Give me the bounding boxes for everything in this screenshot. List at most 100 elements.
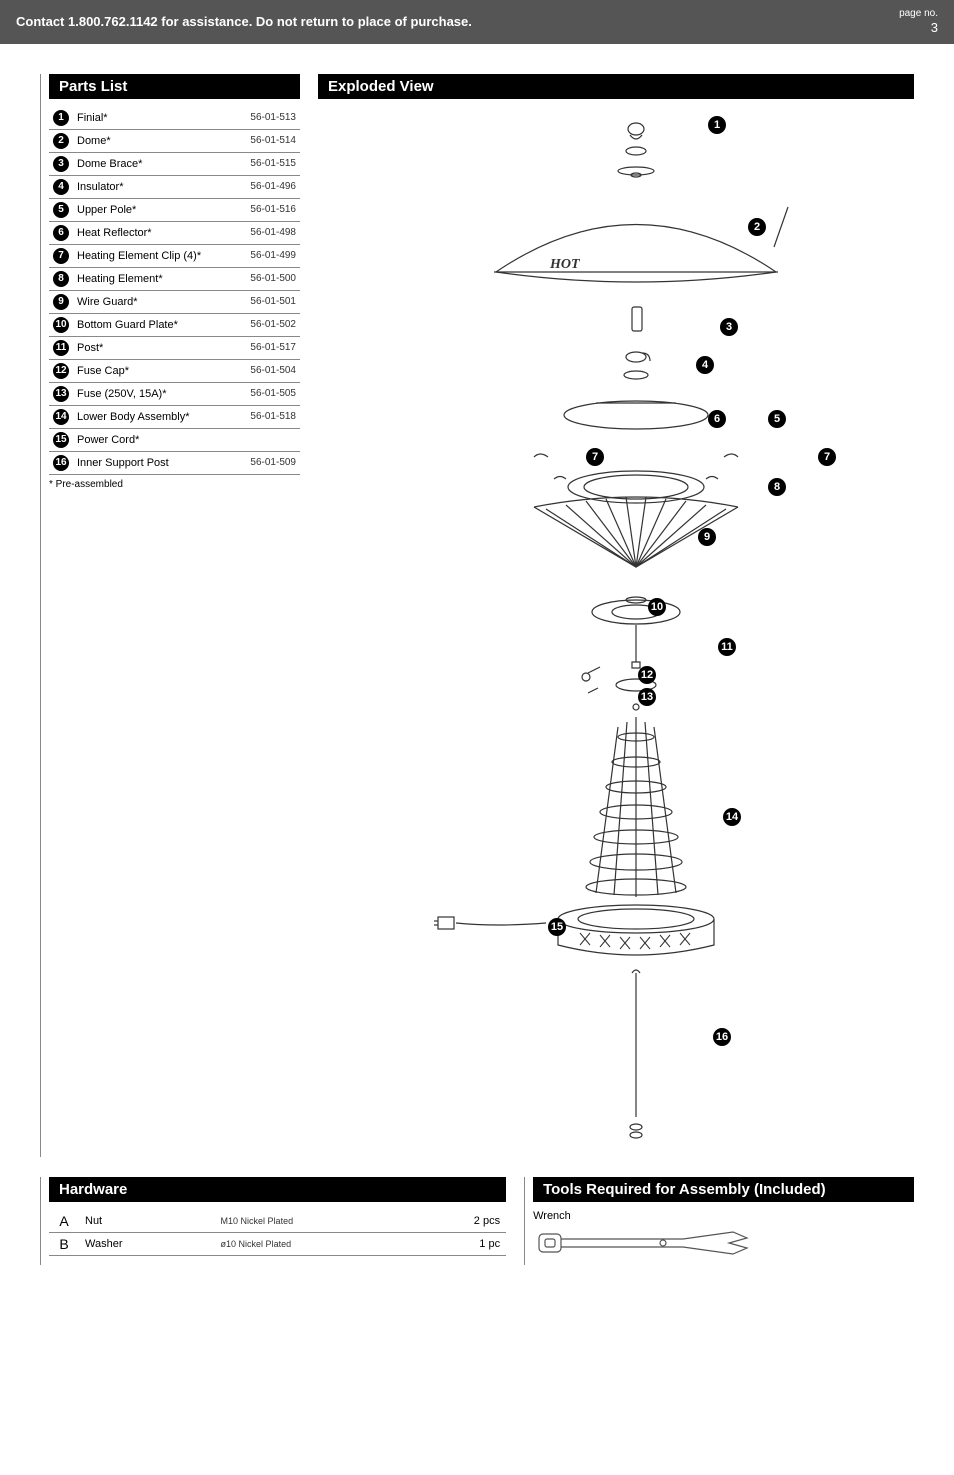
table-row: 8Heating Element*56-01-500 xyxy=(49,267,300,290)
callout-number-badge: 5 xyxy=(768,410,786,428)
callout-number-badge: 14 xyxy=(723,808,741,826)
part-code: 56-01-501 xyxy=(235,290,300,313)
callout-number-badge: 10 xyxy=(648,598,666,616)
part-name: Finial* xyxy=(73,107,235,130)
hardware-letter: A xyxy=(49,1210,79,1233)
callout-number-badge: 13 xyxy=(638,688,656,706)
parts-list-table: 1Finial*56-01-5132Dome*56-01-5143Dome Br… xyxy=(49,107,300,475)
part-number-badge: 3 xyxy=(53,156,69,172)
hardware-qty: 2 pcs xyxy=(446,1210,506,1233)
callout-number-badge: 8 xyxy=(768,478,786,496)
hardware-header: Hardware xyxy=(49,1177,506,1202)
hardware-qty: 1 pc xyxy=(446,1232,506,1255)
table-row: 12Fuse Cap*56-01-504 xyxy=(49,359,300,382)
part-name: Lower Body Assembly* xyxy=(73,405,235,428)
table-row: 5Upper Pole*56-01-516 xyxy=(49,198,300,221)
diagram-callout: 7 xyxy=(818,447,836,466)
callout-number-badge: 16 xyxy=(713,1028,731,1046)
part-name: Wire Guard* xyxy=(73,290,235,313)
wrench-label: Wrench xyxy=(533,1210,914,1222)
part-name: Inner Support Post xyxy=(73,451,235,474)
part-code: 56-01-499 xyxy=(235,244,300,267)
part-number-badge: 10 xyxy=(53,317,69,333)
part-number-badge: 15 xyxy=(53,432,69,448)
parts-footnote: * Pre-assembled xyxy=(49,479,300,490)
table-row: 10Bottom Guard Plate*56-01-502 xyxy=(49,313,300,336)
table-row: 1Finial*56-01-513 xyxy=(49,107,300,130)
part-code: 56-01-498 xyxy=(235,221,300,244)
part-code: 56-01-496 xyxy=(235,175,300,198)
callout-number-badge: 11 xyxy=(718,638,736,656)
part-name: Dome Brace* xyxy=(73,152,235,175)
part-number-badge: 1 xyxy=(53,110,69,126)
diagram-callout: 1 xyxy=(708,115,726,134)
table-row: 14Lower Body Assembly*56-01-518 xyxy=(49,405,300,428)
part-number-badge: 5 xyxy=(53,202,69,218)
diagram-callout: 12 xyxy=(638,665,656,684)
diagram-callout: 13 xyxy=(638,687,656,706)
part-name: Heating Element* xyxy=(73,267,235,290)
parts-list-header: Parts List xyxy=(49,74,300,99)
wrench-icon xyxy=(533,1226,753,1260)
part-name: Power Cord* xyxy=(73,428,235,451)
diagram-callout: 10 xyxy=(648,597,666,616)
part-number-badge: 6 xyxy=(53,225,69,241)
callout-number-badge: 7 xyxy=(586,448,604,466)
hardware-name: Nut xyxy=(79,1210,215,1233)
part-code: 56-01-505 xyxy=(235,382,300,405)
diagram-callout: 2 xyxy=(748,217,766,236)
callout-number-badge: 2 xyxy=(748,218,766,236)
part-number-badge: 14 xyxy=(53,409,69,425)
table-row: 13Fuse (250V, 15A)*56-01-505 xyxy=(49,382,300,405)
part-number-badge: 8 xyxy=(53,271,69,287)
diagram-callout: 9 xyxy=(698,527,716,546)
callout-number-badge: 4 xyxy=(696,356,714,374)
part-name: Heating Element Clip (4)* xyxy=(73,244,235,267)
table-row: 7Heating Element Clip (4)*56-01-499 xyxy=(49,244,300,267)
hot-label: HOT xyxy=(550,257,580,273)
hardware-spec: ø10 Nickel Plated xyxy=(215,1232,447,1255)
callout-number-badge: 9 xyxy=(698,528,716,546)
diagram-callout: 15 xyxy=(548,917,566,936)
part-code: 56-01-515 xyxy=(235,152,300,175)
part-name: Upper Pole* xyxy=(73,198,235,221)
part-number-badge: 9 xyxy=(53,294,69,310)
callout-number-badge: 1 xyxy=(708,116,726,134)
part-number-badge: 4 xyxy=(53,179,69,195)
hardware-letter: B xyxy=(49,1232,79,1255)
exploded-view-header: Exploded View xyxy=(318,74,914,99)
part-number-badge: 13 xyxy=(53,386,69,402)
diagram-callout: 11 xyxy=(718,637,736,656)
diagram-callout: 5 xyxy=(768,409,786,428)
part-name: Fuse (250V, 15A)* xyxy=(73,382,235,405)
exploded-svg xyxy=(336,107,896,1147)
part-code: 56-01-504 xyxy=(235,359,300,382)
page-number: 3 xyxy=(899,20,938,36)
table-row: ANutM10 Nickel Plated2 pcs xyxy=(49,1210,506,1233)
callout-number-badge: 15 xyxy=(548,918,566,936)
table-row: 6Heat Reflector*56-01-498 xyxy=(49,221,300,244)
diagram-callout: 7 xyxy=(586,447,604,466)
table-row: 4Insulator*56-01-496 xyxy=(49,175,300,198)
diagram-callout: 3 xyxy=(720,317,738,336)
header-text: Contact 1.800.762.1142 for assistance. D… xyxy=(16,14,472,29)
part-name: Bottom Guard Plate* xyxy=(73,313,235,336)
exploded-view-diagram: HOT 123456778910111213141516 xyxy=(318,107,914,1157)
callout-number-badge: 12 xyxy=(638,666,656,684)
part-number-badge: 16 xyxy=(53,455,69,471)
page-header: Contact 1.800.762.1142 for assistance. D… xyxy=(0,0,954,44)
table-row: 2Dome*56-01-514 xyxy=(49,129,300,152)
part-code: 56-01-514 xyxy=(235,129,300,152)
part-code: 56-01-509 xyxy=(235,451,300,474)
part-name: Insulator* xyxy=(73,175,235,198)
diagram-callout: 8 xyxy=(768,477,786,496)
tools-header: Tools Required for Assembly (Included) xyxy=(533,1177,914,1202)
part-code: 56-01-516 xyxy=(235,198,300,221)
part-code: 56-01-513 xyxy=(235,107,300,130)
part-code: 56-01-518 xyxy=(235,405,300,428)
part-code: 56-01-517 xyxy=(235,336,300,359)
table-row: 9Wire Guard*56-01-501 xyxy=(49,290,300,313)
part-name: Fuse Cap* xyxy=(73,359,235,382)
table-row: 3Dome Brace*56-01-515 xyxy=(49,152,300,175)
page-label: page no. xyxy=(899,8,938,19)
